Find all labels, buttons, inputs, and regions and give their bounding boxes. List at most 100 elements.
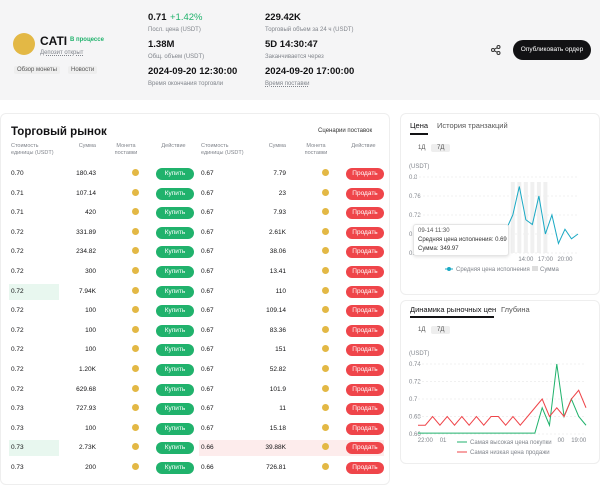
stat-label: Заканчивается через [265,54,324,60]
legend-swatch [532,266,538,271]
coin-icon [132,404,139,412]
stat-value: 2024-09-20 17:00:00 [265,66,355,77]
amount: 100 [85,346,96,354]
row-highlight [199,440,384,457]
price: 0.67 [201,326,214,334]
range[interactable]: 7Д [431,144,451,152]
panel-tab[interactable]: Динамика рыночных цен [410,305,497,314]
buy-button[interactable]: Купить [156,422,194,435]
sell-button[interactable]: Продать [346,246,384,259]
buy-button[interactable]: Купить [156,305,194,318]
sell-button[interactable]: Продать [346,305,384,318]
range[interactable]: 1Д [412,326,432,334]
buy-button[interactable]: Купить [156,266,194,278]
buy-button[interactable]: Купить [156,285,194,298]
panel-tab[interactable]: Глубина [501,305,530,314]
buy-button[interactable]: Купить [156,324,194,337]
column-header: Действие [161,143,186,149]
range[interactable]: 1Д [412,144,432,152]
stat-label: Время окончания торговли [148,81,224,87]
price: 0.66 [201,444,214,452]
stat-label: Торговый объем за 24 ч (USDT) [265,27,354,33]
buy-button[interactable]: Купить [156,168,194,180]
coin-icon [322,306,329,314]
publish-button[interactable]: Опубликовать ордер [513,40,591,60]
sell-button[interactable]: Продать [346,285,384,298]
share-icon[interactable] [491,45,501,55]
legend-label: Самая высокая цена покупки [470,440,552,446]
depth-bar [9,440,59,457]
amount: 726.81 [266,464,286,471]
legend-bg [447,447,557,456]
y-tick-label: 0.74 [409,362,421,368]
sell-button[interactable]: Продать [346,324,384,337]
sell-button[interactable]: Продать [346,266,384,278]
buy-button[interactable]: Купить [156,344,194,357]
coin-name: CATI [40,34,68,48]
tab[interactable]: Обзор монеты [14,66,60,74]
price: 0.67 [201,170,214,177]
sell-button[interactable]: Продать [346,364,384,376]
amount: 100 [85,307,96,315]
buy-button[interactable]: Купить [156,226,194,239]
amount: 38.06 [269,248,286,256]
volume-bar-decor [510,182,515,253]
stat-value: 229.42K [265,12,301,23]
sell-button[interactable]: Продать [346,168,384,180]
coin-icon [322,325,329,333]
buy-button[interactable]: Купить [156,207,194,220]
x-tick-label: 14:00 [518,257,534,263]
tooltip-time: 09-14 11:30 [418,228,450,234]
sell-button[interactable]: Продать [346,442,384,455]
price: 0.72 [11,228,24,236]
scenarios-link[interactable]: Сценарии поставок [318,128,373,134]
coin-icon [322,169,329,176]
stat-value: 0.71 [148,12,167,23]
status: В процессе [70,37,104,43]
header [0,0,600,100]
buy-button[interactable]: Купить [156,246,194,259]
buy-button[interactable]: Купить [156,442,194,455]
column-header: Стоимость единицы (USDT) [11,143,54,156]
tooltip-line: Средняя цена исполнения: 0.69 [418,237,507,243]
amount: 727.93 [76,405,96,413]
range[interactable]: 7Д [431,326,451,334]
price-card: Цена История транзакций 1Д 7Д (USDT)0.64… [400,113,600,295]
tab[interactable]: Новости [68,66,98,74]
amount: 52.82 [269,366,286,373]
sell-button[interactable]: Продать [346,226,384,239]
coin-icon [132,463,139,470]
volume-bar-decor [543,182,548,253]
column-header: Стоимость единицы (USDT) [201,143,244,156]
buy-button[interactable]: Купить [156,383,194,396]
sell-button[interactable]: Продать [346,207,384,220]
amount: 2.61K [269,228,286,236]
column-header: Сумма [268,143,286,149]
coin-icon [322,286,329,294]
sell-button[interactable]: Продать [346,344,384,357]
panel-tab[interactable]: Цена [410,121,429,130]
coin-icon [322,384,329,392]
stat-change: +1.42% [170,12,203,23]
volume-bar-decor [517,182,522,253]
price: 0.67 [201,189,214,197]
buy-button[interactable]: Купить [156,364,194,376]
amount: 101.9 [269,385,286,393]
chart: (USDT)0.640.680.720.760.814:0017:0020:00… [409,164,579,273]
coin-icon [322,247,329,255]
sell-button[interactable]: Продать [346,462,384,474]
price: 0.72 [11,366,24,373]
panel-tab[interactable]: История транзакций [437,121,508,130]
stat-value: 2024-09-20 12:30:00 [148,66,238,77]
buy-button[interactable]: Купить [156,403,194,416]
sell-button[interactable]: Продать [346,383,384,396]
sell-button[interactable]: Продать [346,403,384,416]
buy-button[interactable]: Купить [156,187,194,200]
sell-button[interactable]: Продать [346,422,384,435]
coin-icon [132,423,139,431]
amount: 100 [85,326,96,334]
stat-label: Посл. цена (USDT) [148,27,201,33]
sell-button[interactable]: Продать [346,187,384,200]
buy-button[interactable]: Купить [156,462,194,474]
